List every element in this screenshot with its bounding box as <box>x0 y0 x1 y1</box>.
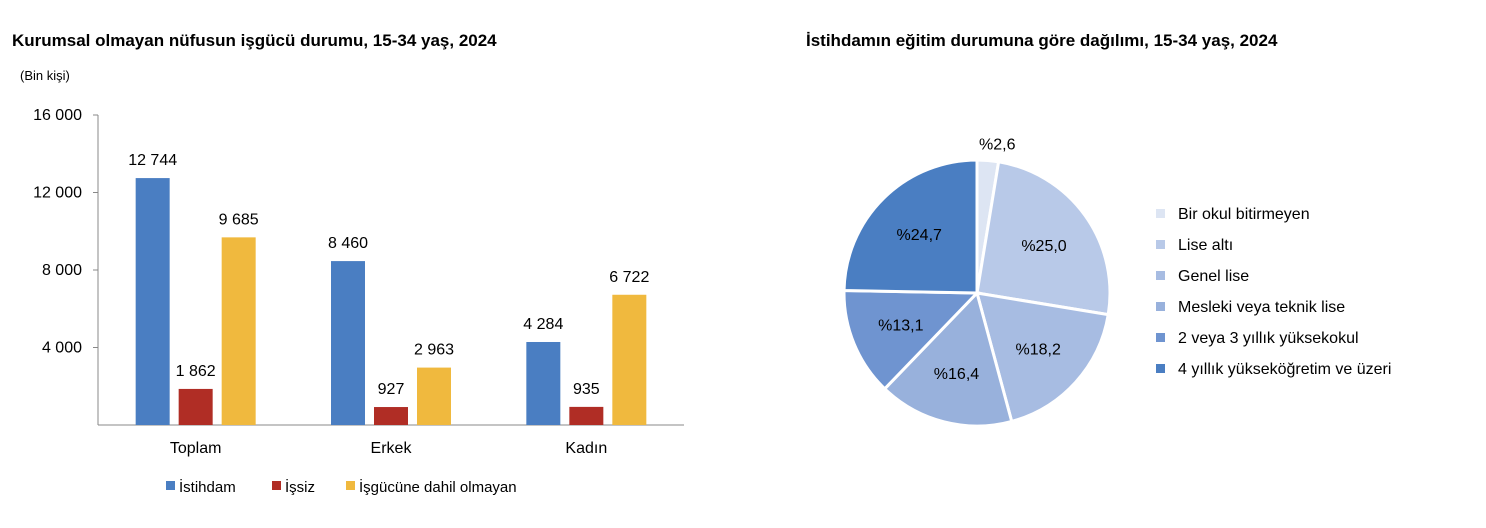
x-category-label: Kadın <box>565 440 607 457</box>
legend-swatch <box>346 481 355 490</box>
legend-swatch <box>1156 209 1165 218</box>
legend-swatch <box>272 481 281 490</box>
pie-slice-label: %2,6 <box>979 137 1016 154</box>
pie-slice <box>842 288 981 391</box>
pie-slice-label: %25,0 <box>1021 238 1066 255</box>
bar-value-label: 12 744 <box>128 152 177 169</box>
legend-label: Lise altı <box>1178 237 1233 254</box>
pie-slice <box>975 160 1112 317</box>
bar <box>178 388 213 425</box>
legend-label: 2 veya 3 yıllık yüksekokul <box>1178 330 1359 347</box>
y-tick-label: 4 000 <box>42 340 82 357</box>
legend-swatch <box>1156 333 1165 342</box>
legend-swatch <box>1156 240 1165 249</box>
legend-label: Bir okul bitirmeyen <box>1178 206 1310 223</box>
pie-chart-title: İstihdamın eğitim durumuna göre dağılımı… <box>806 31 1278 50</box>
bar <box>526 341 561 425</box>
legend-swatch <box>166 481 175 490</box>
y-axis-unit-label: (Bin kişi) <box>20 68 70 83</box>
bar <box>135 178 170 425</box>
bar-value-label: 927 <box>378 381 405 398</box>
pie-chart: %2,6 %25,0 %18,2 %16,4 %13,1 %24,7 Bir okul bi… <box>842 137 1391 428</box>
pie-slice-label: %24,7 <box>897 227 942 244</box>
bar <box>221 237 256 425</box>
legend-label: İşsiz <box>285 478 315 496</box>
legend-label: Genel lise <box>1178 268 1249 285</box>
pie-slice <box>842 158 979 295</box>
legend-label: İşgücüne dahil olmayan <box>359 478 517 496</box>
bar <box>374 407 408 425</box>
bar-chart-title: Kurumsal olmayan nüfusun işgücü durumu, … <box>12 31 497 50</box>
bar-value-label: 9 685 <box>219 211 259 228</box>
bar-value-label: 6 722 <box>609 269 649 286</box>
pie-slice <box>974 291 1110 424</box>
bar-value-label: 8 460 <box>328 235 368 252</box>
y-tick-label: 8 000 <box>42 262 82 279</box>
legend-swatch <box>1156 364 1165 373</box>
pie-slice-label: %13,1 <box>878 318 923 335</box>
bar-value-label: 4 284 <box>523 316 563 333</box>
legend-label: Mesleki veya teknik lise <box>1178 299 1345 316</box>
bar <box>417 367 451 425</box>
bar <box>612 294 647 425</box>
y-tick-label: 16 000 <box>33 107 82 124</box>
legend-swatch <box>1156 302 1165 311</box>
y-tick-label: 12 000 <box>33 185 82 202</box>
x-category-label: Erkek <box>371 440 413 457</box>
pie-slice-label: %18,2 <box>1015 341 1060 358</box>
bar <box>331 261 365 425</box>
x-category-label: Toplam <box>170 440 222 457</box>
bar-value-label: 1 862 <box>176 363 216 380</box>
bar <box>569 406 604 425</box>
bar-value-label: 935 <box>573 381 600 398</box>
pie-slice <box>882 290 1014 428</box>
legend-label: 4 yıllık yükseköğretim ve üzeri <box>1178 361 1391 378</box>
bar-chart: (Bin kişi) 4 000 8 000 12 000 16 000 Toplam 12… <box>20 68 684 496</box>
pie-slice-label: %16,4 <box>934 366 979 383</box>
bar-value-label: 2 963 <box>414 342 454 359</box>
legend-swatch <box>1156 271 1165 280</box>
legend-label: İstihdam <box>179 478 236 496</box>
